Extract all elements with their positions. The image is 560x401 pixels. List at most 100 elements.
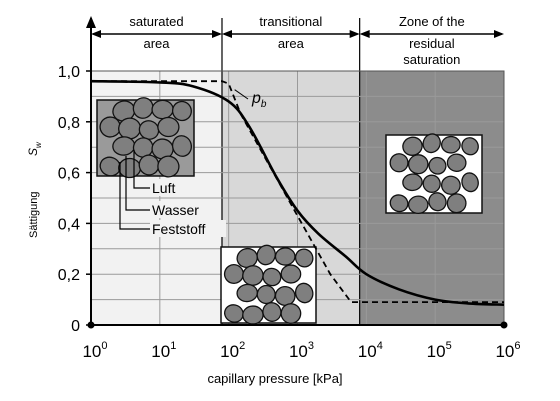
zone-label-backdrop [274, 35, 307, 51]
pb-label-subscript: b [261, 99, 267, 110]
y-tick-label: 1,0 [58, 64, 80, 81]
zone-label-backdrop [124, 13, 189, 29]
soil-grain [446, 153, 467, 172]
x-tick-label: 101 [151, 340, 176, 361]
zone-arrow-3-head-right [494, 30, 504, 38]
zone-label-2-line-1: transitional [259, 14, 322, 29]
soil-grain [274, 285, 296, 307]
x-tick-base: 10 [82, 342, 101, 361]
x-tick-exponent: 4 [377, 340, 383, 352]
zone-label-1-line-1: saturated [129, 14, 183, 29]
pb-label-main: p [251, 90, 261, 107]
soil-grain [242, 305, 264, 325]
x-tick-exponent: 5 [446, 340, 452, 352]
x-tick-exponent: 2 [239, 340, 245, 352]
y-tick-label: 0,6 [58, 166, 80, 183]
legend-label-backdrop [150, 201, 202, 218]
curves [90, 79, 505, 306]
soil-grain [262, 302, 282, 322]
zone-arrow-2-head-left [221, 30, 232, 38]
soil-grain [256, 244, 276, 266]
annotations: pb Luft Wasser Feststoff [119, 89, 267, 237]
zone-arrow-2-head-right [349, 30, 360, 38]
legend-label-3: Feststoff [152, 221, 206, 237]
soil-grain [280, 303, 302, 324]
x-tick-base: 10 [427, 342, 446, 361]
y-axis-symbol: Sw [26, 141, 43, 156]
zone-label-backdrop [393, 13, 471, 29]
soil-grain [262, 267, 282, 287]
soil-grain [280, 264, 302, 284]
x-axis-end-dot [500, 321, 508, 329]
zone-label-backdrop [248, 13, 333, 29]
soil-grain [422, 174, 441, 193]
x-axis-label: capillary pressure [kPa] [207, 371, 342, 386]
soil-grain [422, 133, 441, 154]
y-tick-label: 0,2 [58, 267, 80, 284]
y-tick-label: 0 [71, 318, 80, 335]
zone-arrow-2 [221, 30, 360, 38]
y-tick-label: 0,8 [58, 115, 80, 132]
soil-grain [402, 173, 423, 192]
x-tick-label: 102 [220, 340, 245, 361]
inset-residual [385, 133, 483, 214]
zone-arrow-1-head-left [91, 30, 101, 38]
zone-label-backdrop [396, 51, 468, 67]
legend-label-backdrop [150, 220, 226, 237]
soil-grain [389, 194, 409, 213]
x-tick-base: 10 [495, 342, 514, 361]
soil-grain [440, 135, 461, 154]
legend-label-backdrop [150, 179, 186, 196]
soil-grain [294, 282, 314, 304]
soil-grain [446, 193, 467, 214]
soil-grain [242, 265, 264, 286]
soil-grain [294, 248, 314, 268]
soil-grain [428, 156, 447, 175]
soil-grain [118, 157, 142, 179]
zone-label-3-line-1: Zone of the [399, 14, 465, 29]
soil-grain [274, 247, 296, 266]
soil-grain [138, 154, 160, 176]
soil-grain [157, 116, 180, 138]
legend-leader-line [125, 156, 150, 211]
x-tick-label: 106 [495, 340, 520, 361]
y-axis-arrow [86, 16, 96, 28]
x-tick-base: 10 [220, 342, 239, 361]
x-tick-label: 104 [358, 340, 383, 361]
soil-grain [389, 153, 409, 173]
zone-arrow-1-head-right [211, 30, 222, 38]
series-line-dashed [91, 80, 504, 303]
soil-grain [157, 155, 180, 178]
x-tick-exponent: 0 [101, 340, 107, 352]
soil-grain [407, 195, 429, 214]
y-tick-label: 0,4 [58, 216, 80, 233]
soil-insets [96, 97, 483, 325]
legend-leader-line [119, 162, 150, 230]
zone-label-2-line-2: area [278, 36, 305, 51]
x-tick-exponent: 1 [170, 340, 176, 352]
y-axis-label: Sättigung [28, 192, 40, 238]
inset-transitional [220, 244, 317, 325]
x-tick-base: 10 [289, 342, 308, 361]
zone-label-1-line-2: area [143, 36, 170, 51]
soil-grain [171, 100, 192, 122]
x-tick-label: 105 [427, 340, 452, 361]
zone-label-3-line-2: residual [409, 36, 455, 51]
soil-grain [440, 175, 461, 195]
soil-grain [428, 192, 447, 212]
x-tick-label: 103 [289, 340, 314, 361]
soil-grain [171, 135, 193, 157]
y-axis-symbol-subscript: w [34, 141, 43, 148]
zone-arrow-3-head-left [359, 30, 370, 38]
soil-grain [461, 137, 479, 156]
y-axis-symbol-main: S [26, 148, 40, 156]
x-tick-base: 10 [151, 342, 170, 361]
soil-grain [461, 172, 479, 193]
legend-label-2: Wasser [152, 202, 199, 218]
soil-grain [407, 154, 429, 175]
series-line-solid [90, 79, 505, 306]
soil-grain [151, 99, 174, 120]
pb-label: pb [251, 90, 267, 110]
zone-label-3-line-3: saturation [403, 52, 460, 67]
